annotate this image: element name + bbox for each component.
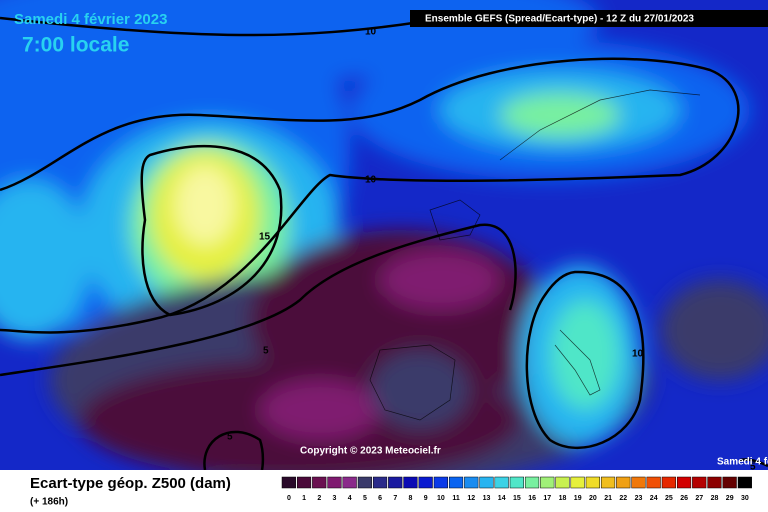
colorbar-label: 17 <box>543 495 551 502</box>
colorbar-label: 16 <box>528 495 536 502</box>
colorbar-swatch <box>509 476 524 489</box>
contour-label: 15 <box>259 232 271 243</box>
colorbar-label: 2 <box>317 495 321 502</box>
colorbar-swatch <box>631 476 646 489</box>
colorbar-swatch <box>357 476 372 489</box>
legend-title: Ecart-type géop. Z500 (dam) <box>30 475 231 492</box>
colorbar-label: 24 <box>650 495 658 502</box>
contour-label: 5 <box>750 462 756 473</box>
colorbar-swatch <box>692 476 707 489</box>
colorbar-swatch <box>448 476 464 489</box>
colorbar-swatch <box>616 476 631 489</box>
colorbar-label: 19 <box>574 495 582 502</box>
corner-date: Samedi 4 février 2023 <box>717 457 768 468</box>
colorbar-label: 5 <box>363 495 367 502</box>
colorbar-label: 9 <box>424 495 428 502</box>
contour-label: 5 <box>263 346 269 357</box>
map <box>0 0 768 470</box>
contour-label: 10 <box>365 27 377 38</box>
colorbar-swatch <box>464 476 479 489</box>
colorbar-swatch <box>296 476 312 489</box>
colorbar-label: 10 <box>437 495 445 502</box>
colorbar-swatch <box>676 476 692 489</box>
colorbar-swatch <box>418 476 433 489</box>
contour-label: 5 <box>227 432 233 443</box>
colorbar-label: 21 <box>604 495 612 502</box>
colorbar-label: 0 <box>287 495 291 502</box>
colorbar-label: 14 <box>498 495 506 502</box>
colorbar-label: 18 <box>559 495 567 502</box>
colorbar-label: 23 <box>635 495 643 502</box>
colorbar-label: 25 <box>665 495 673 502</box>
date-text: Samedi 4 février 2023 <box>14 11 167 28</box>
colorbar-label: 30 <box>741 495 749 502</box>
colorbar-swatch <box>722 476 737 489</box>
colorbar-label: 22 <box>619 495 627 502</box>
colorbar-label: 7 <box>393 495 397 502</box>
colorbar-swatch <box>585 476 600 489</box>
colorbar-label: 11 <box>452 495 460 502</box>
lead-time: (+ 186h) <box>30 497 68 508</box>
colorbar-label: 3 <box>333 495 337 502</box>
colorbar-swatch <box>661 476 676 489</box>
model-text: Ensemble GEFS (Spread/Ecart-type) - 12 Z… <box>425 14 694 25</box>
colorbar-label: 20 <box>589 495 597 502</box>
time-text: 7:00 locale <box>22 34 129 57</box>
colorbar-label: 6 <box>378 495 382 502</box>
colorbar-swatch <box>646 476 661 489</box>
colorbar-swatch <box>570 476 585 489</box>
colorbar-label: 27 <box>695 495 703 502</box>
colorbar-swatch <box>524 476 540 489</box>
colorbar-swatch <box>555 476 570 489</box>
colorbar-swatch <box>479 476 494 489</box>
colorbar-swatch <box>707 476 722 489</box>
colorbar-swatch <box>433 476 448 489</box>
colorbar-swatch <box>403 476 418 489</box>
colorbar-label: 13 <box>483 495 491 502</box>
colorbar-label: 28 <box>711 495 719 502</box>
colorbar-swatch <box>540 476 555 489</box>
colorbar-label: 8 <box>409 495 413 502</box>
colorbar-swatch <box>281 476 296 489</box>
colorbar-label: 4 <box>348 495 352 502</box>
colorbar-swatch <box>327 476 342 489</box>
colorbar-swatch <box>312 476 327 489</box>
contour-label: 10 <box>632 349 644 360</box>
colorbar-swatch <box>737 476 752 489</box>
colorbar-label: 15 <box>513 495 521 502</box>
colorbar-label: 29 <box>726 495 734 502</box>
contour-label: 10 <box>365 175 377 186</box>
colorbar-swatch <box>342 476 357 489</box>
colorbar-label: 12 <box>467 495 475 502</box>
colorbar-swatch <box>600 476 616 489</box>
colorbar-swatch <box>494 476 509 489</box>
colorbar-swatch <box>372 476 388 489</box>
colorbar-label: 26 <box>680 495 688 502</box>
colorbar-swatch <box>388 476 403 489</box>
copyright: Copyright © 2023 Meteociel.fr <box>300 446 441 457</box>
model-banner <box>410 10 768 27</box>
colorbar-label: 1 <box>302 495 306 502</box>
